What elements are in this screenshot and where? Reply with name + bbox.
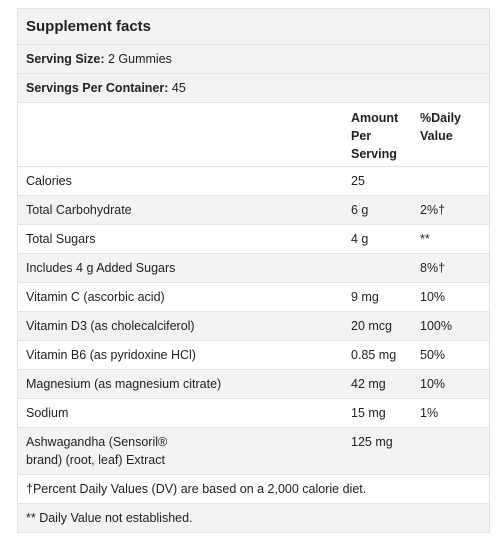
nutrient-amount: 125 mg [351,435,393,449]
nutrient-row-magnesium: Magnesium (as magnesium citrate) 42 mg 1… [18,370,489,399]
header-daily-value: %Daily Value [420,111,461,143]
nutrient-dv: 100% [420,319,452,333]
servings-per-container-label: Servings Per Container: [26,81,169,95]
nutrient-dv: ** [420,232,430,246]
nutrient-row-total-sugars: Total Sugars 4 g ** [18,225,489,254]
nutrient-name: Calories [26,174,72,188]
nutrient-name: Sodium [26,406,69,420]
table-title: Supplement facts [18,8,489,45]
nutrient-row-vitamin-d3: Vitamin D3 (as cholecalciferol) 20 mcg 1… [18,312,489,341]
servings-per-container-value: 45 [171,81,186,95]
column-header-row: Amount Per Serving %Daily Value [18,103,489,167]
nutrient-name: Vitamin D3 (as cholecalciferol) [26,319,195,333]
nutrient-dv: 1% [420,406,439,420]
nutrient-row-vitamin-b6: Vitamin B6 (as pyridoxine HCl) 0.85 mg 5… [18,341,489,370]
footnote-dv-basis: †Percent Daily Values (DV) are based on … [18,475,489,504]
footnote-text: †Percent Daily Values (DV) are based on … [26,482,367,496]
nutrient-amount: 15 mg [351,406,386,420]
serving-size-label: Serving Size: [26,52,105,66]
serving-size-row: Serving Size: 2 Gummies [18,45,489,74]
nutrient-amount: 42 mg [351,377,386,391]
nutrient-amount: 6 g [351,203,369,217]
nutrient-name: Total Sugars [26,232,96,246]
nutrient-dv: 8%† [420,261,446,275]
nutrient-amount: 9 mg [351,290,379,304]
servings-per-container-row: Servings Per Container: 45 [18,74,489,103]
footnote-text: ** Daily Value not established. [26,511,193,525]
nutrient-amount: 20 mcg [351,319,392,333]
nutrient-row-vitamin-c: Vitamin C (ascorbic acid) 9 mg 10% [18,283,489,312]
nutrient-name: Vitamin B6 (as pyridoxine HCl) [26,348,196,362]
nutrient-row-added-sugars: Includes 4 g Added Sugars 8%† [18,254,489,283]
nutrient-amount: 0.85 mg [351,348,397,362]
nutrient-row-total-carbohydrate: Total Carbohydrate 6 g 2%† [18,196,489,225]
nutrient-name: Total Carbohydrate [26,203,132,217]
nutrient-name: Vitamin C (ascorbic acid) [26,290,165,304]
serving-size-value: 2 Gummies [107,52,172,66]
nutrient-name: Includes 4 g Added Sugars [26,261,176,275]
nutrient-dv: 10% [420,290,446,304]
nutrient-amount: 4 g [351,232,369,246]
nutrient-dv: 2%† [420,203,446,217]
nutrient-row-ashwagandha: Ashwagandha (Sensoril® brand) (root, lea… [18,428,489,475]
nutrient-dv: 10% [420,377,446,391]
nutrient-name: Magnesium (as magnesium citrate) [26,377,222,391]
nutrient-amount: 25 [351,174,365,188]
nutrient-row-calories: Calories 25 [18,167,489,196]
nutrient-dv: 50% [420,348,446,362]
supplement-facts-table: Supplement facts Serving Size: 2 Gummies… [17,8,490,533]
header-amount: Amount Per Serving [351,111,399,161]
title-text: Supplement facts [26,18,152,35]
nutrient-row-sodium: Sodium 15 mg 1% [18,399,489,428]
footnote-not-established: ** Daily Value not established. [18,504,489,533]
nutrient-name: Ashwagandha (Sensoril® brand) (root, lea… [26,435,168,467]
